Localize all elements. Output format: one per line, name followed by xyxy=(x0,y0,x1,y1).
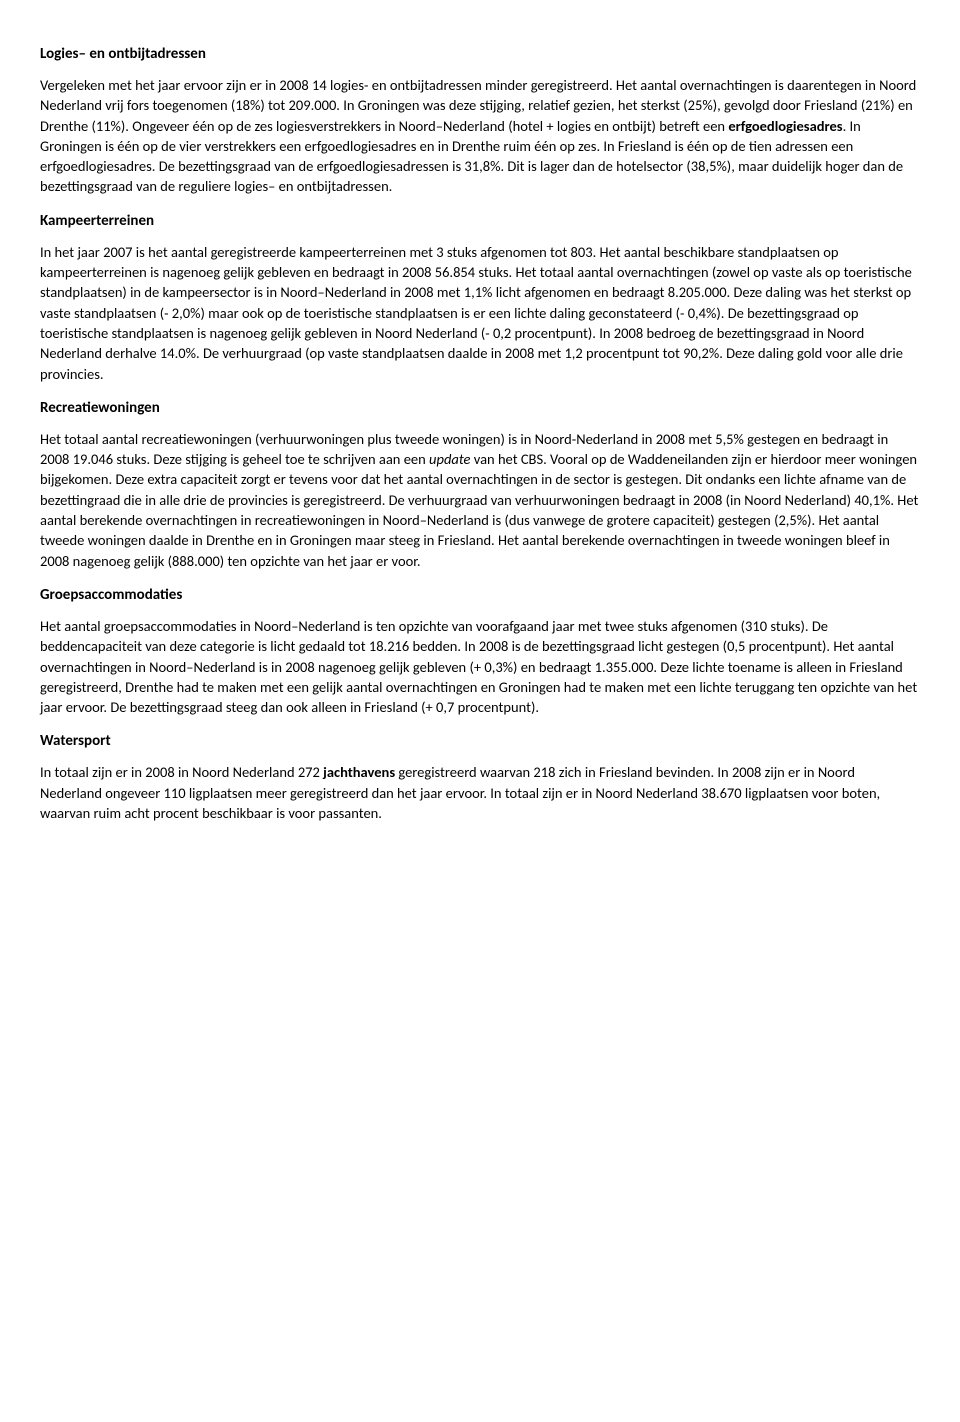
section-body-watersport: In totaal zijn er in 2008 in Noord Neder… xyxy=(40,762,920,823)
section-heading-recreatie: Recreatiewoningen xyxy=(40,398,920,419)
section-heading-groeps: Groepsaccommodaties xyxy=(40,585,920,606)
section-body-logies: Vergeleken met het jaar ervoor zijn er i… xyxy=(40,75,920,197)
section-body-recreatie: Het totaal aantal recreatiewoningen (ver… xyxy=(40,429,920,571)
section-heading-watersport: Watersport xyxy=(40,731,920,752)
section-heading-kampeer: Kampeerterreinen xyxy=(40,211,920,232)
section-body-kampeer: In het jaar 2007 is het aantal geregistr… xyxy=(40,242,920,384)
section-body-groeps: Het aantal groepsaccommodaties in Noord–… xyxy=(40,616,920,717)
section-heading-logies: Logies– en ontbijtadressen xyxy=(40,44,920,65)
